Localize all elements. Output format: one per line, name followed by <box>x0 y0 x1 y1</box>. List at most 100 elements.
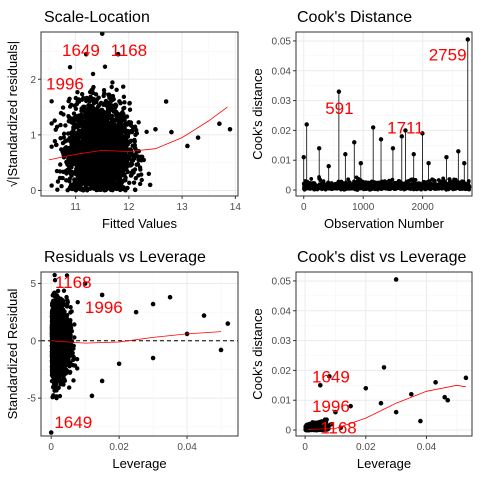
point-5 <box>225 321 231 326</box>
residuals-vs-leverage-points <box>48 281 231 435</box>
point-7 <box>195 135 201 140</box>
point-0 <box>99 32 105 36</box>
residuals-vs-leverage-y-axis-label: Standardized Residual <box>5 288 20 419</box>
y-tick-label: 0.04 <box>272 306 292 317</box>
point-8 <box>445 397 451 403</box>
x-tick-label: 14 <box>230 202 242 213</box>
x-tick-label: 0 <box>302 442 308 453</box>
point-8 <box>99 378 105 384</box>
y-tick-label: 0 <box>30 186 36 197</box>
spike-point-12 <box>358 161 364 166</box>
scale-location-marks <box>48 32 233 193</box>
spike-point-13 <box>378 137 384 142</box>
residuals-vs-leverage-marks <box>41 272 238 435</box>
y-tick-label: 5 <box>30 279 36 290</box>
point-4 <box>363 385 369 391</box>
annotation-1168: 1168 <box>111 41 148 60</box>
point-0 <box>99 292 105 298</box>
point-1 <box>463 375 469 381</box>
residuals-vs-leverage-border <box>40 271 239 437</box>
cooks-vs-leverage-background <box>296 272 472 436</box>
y-tick-label: 0.02 <box>272 366 292 377</box>
cooks-vs-leverage-title: Cook's dist vs Leverage <box>297 249 466 266</box>
annotation-1996: 1996 <box>46 74 84 93</box>
spike-point-4 <box>399 134 404 139</box>
annotation-2759: 2759 <box>429 45 467 64</box>
x-tick-label: 0 <box>301 202 307 213</box>
annotation-1996: 1996 <box>85 298 123 317</box>
point-5 <box>409 391 414 397</box>
point-9 <box>48 430 54 435</box>
y-tick-label: 0.03 <box>272 96 292 107</box>
scale-location-title: Scale-Location <box>44 9 150 26</box>
y-tick-label: 2 <box>30 75 36 86</box>
residuals-vs-leverage-x-axis-label: Leverage <box>112 456 166 471</box>
scale-location-y-axis-label: √|Standardized residuals| <box>5 41 20 187</box>
cooks-vs-leverage-y-axis-label: Cook's distance <box>250 308 265 399</box>
spike-point-7 <box>301 155 306 160</box>
point-14 <box>418 418 423 424</box>
scale-location-x-axis-label: Fitted Values <box>102 216 177 231</box>
annotation-1996: 1996 <box>312 397 350 416</box>
point-9 <box>227 126 233 132</box>
cooks-vs-leverage-panel: Cook's dist vs Leverage 1649 1996 1168 0 0.02… <box>250 249 473 471</box>
point-10 <box>333 409 338 415</box>
cooks-vs-leverage-points <box>317 277 469 424</box>
point-4 <box>153 126 158 132</box>
cooks-vs-leverage-border <box>295 271 473 437</box>
y-tick-label: -5 <box>27 394 36 405</box>
spike-point-9 <box>316 146 322 151</box>
cooks-distance-background <box>296 32 472 196</box>
residuals-vs-leverage-smooth-line <box>51 331 222 344</box>
y-tick-label: 0 <box>30 336 36 347</box>
point-13 <box>393 409 399 415</box>
point-2 <box>115 51 121 57</box>
x-tick-label: 0.04 <box>417 442 437 453</box>
y-tick-label: 1 <box>30 130 36 141</box>
point-6 <box>116 361 122 367</box>
cooks-distance-spikes <box>301 37 472 192</box>
point-11 <box>147 182 153 188</box>
point-0 <box>393 277 399 282</box>
cooks-vs-leverage-smooth-line <box>308 384 466 430</box>
y-tick-label: 0.05 <box>272 36 292 47</box>
point-11 <box>317 383 323 388</box>
point-7 <box>442 394 447 400</box>
point-3 <box>89 88 94 93</box>
x-tick-label: 0.04 <box>177 442 197 453</box>
spike-point-0 <box>465 37 470 42</box>
spike-point-10 <box>326 163 331 169</box>
point-8 <box>217 121 222 127</box>
spike-point-18 <box>456 149 461 154</box>
point-13 <box>89 393 95 399</box>
spike-point-19 <box>462 161 467 166</box>
y-tick-label: 0 <box>285 426 291 437</box>
spike-point-15 <box>411 152 416 157</box>
spike-point-5 <box>420 131 425 136</box>
cooks-vs-leverage-marks <box>303 277 469 433</box>
point-1 <box>83 51 89 57</box>
point-11 <box>218 347 224 353</box>
x-tick-label: 0 <box>48 442 54 453</box>
spike-point-17 <box>444 155 449 160</box>
y-tick-label: 0.05 <box>272 276 292 287</box>
x-tick-label: 0.02 <box>109 442 129 453</box>
annotation-1649: 1649 <box>312 367 350 386</box>
annotation-1649: 1649 <box>54 413 92 432</box>
x-tick-label: 13 <box>177 202 189 213</box>
cooks-distance-panel: Cook's Distance 2759 591 1711 0 1000 2000 0 0.01… <box>250 9 473 231</box>
cooks-distance-x-axis-label: Observation Number <box>324 216 445 231</box>
spike-point-1 <box>336 89 342 94</box>
spike-point-8 <box>304 122 309 127</box>
y-tick-label: 0.02 <box>272 126 292 137</box>
residuals-vs-leverage-title: Residuals vs Leverage <box>44 249 206 266</box>
annotation-1711: 1711 <box>387 118 424 137</box>
scale-location-points <box>83 32 233 188</box>
y-tick-label: 0.04 <box>272 66 292 77</box>
point-2 <box>381 365 387 370</box>
point-7 <box>150 355 156 361</box>
cooks-distance-border <box>295 31 473 197</box>
